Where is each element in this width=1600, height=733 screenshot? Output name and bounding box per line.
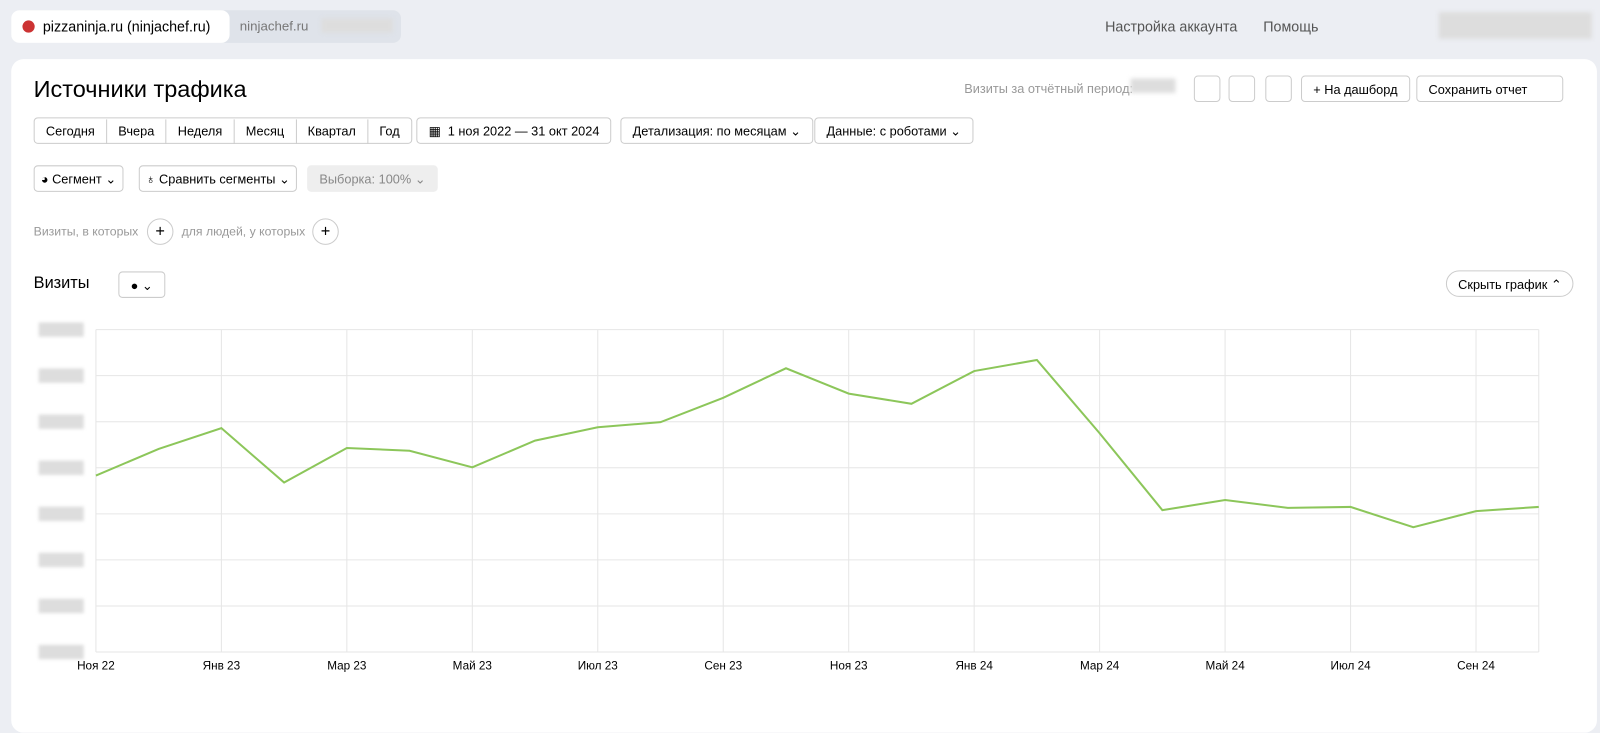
period-button[interactable]: Квартал [296, 119, 369, 144]
sample-button[interactable]: Выборка: 100% ⌄ [307, 165, 438, 192]
x-tick-label: Июл 24 [1331, 659, 1372, 672]
history-button[interactable] [1193, 75, 1221, 103]
chart-type-button[interactable]: ● ⌄ [118, 271, 166, 298]
save-label: Сохранить отчет [1428, 82, 1528, 97]
sample-label: Выборка: 100% [319, 172, 412, 187]
segment-button[interactable]: ◕ Сегмент ⌄ [33, 165, 124, 192]
filter-label: Визиты, в которых [33, 224, 139, 239]
period-button[interactable]: Вчера [107, 119, 167, 144]
chart: Ноя 22 Янв 23 Мар 23 Май 23 Июл 23 Сен 23 Ноя … [38, 322, 1540, 672]
blurred-tick-label [38, 368, 84, 383]
hide-chart-label: Скрыть график [1458, 277, 1548, 292]
page-title: Источники трафика [33, 75, 247, 103]
x-tick-label: Май 24 [1205, 659, 1245, 672]
blurred [1130, 78, 1176, 93]
page: pizzaninja.ru (ninjachef.ru) ninjachef.r… [11, 10, 1597, 733]
data-label: Данные: с роботами [826, 124, 947, 139]
site-name[interactable]: pizzaninja.ru (ninjachef.ru) [42, 18, 211, 35]
site-tab[interactable] [11, 10, 230, 43]
chart-title: Визиты [33, 274, 90, 292]
compare-label: Сравнить сегменты [159, 172, 276, 187]
x-tick-label: Мар 23 [327, 659, 366, 672]
blurred-tick-label [38, 598, 84, 614]
share-button[interactable] [1265, 75, 1292, 103]
data-button[interactable]: Данные: с роботами ⌄ [814, 117, 974, 144]
hide-chart-button[interactable]: Скрыть график ⌃ [1445, 270, 1574, 297]
period-button[interactable]: Месяц [235, 119, 297, 144]
blurred-tick-label [38, 644, 84, 660]
blurred-tick-label [38, 322, 84, 337]
screen: pizzaninja.ru (ninjachef.ru) ninjachef.r… [11, 10, 1597, 733]
export-button[interactable] [1228, 75, 1256, 103]
x-tick-label: Сен 23 [704, 659, 742, 672]
blurred-tick-label [38, 460, 84, 475]
visits-label: Визиты за отчётный период: [964, 81, 1134, 96]
account-link[interactable]: Настройка аккаунта [1105, 18, 1238, 35]
line [95, 358, 1539, 529]
x-tick-label: Сен 24 [1457, 659, 1495, 672]
date-button[interactable]: ▦ 1 ноя 2022 — 31 окт 2024 [416, 117, 612, 144]
detail-button[interactable]: Детализация: по месяцам ⌄ [620, 117, 814, 144]
compare-button[interactable]: ♁ Сравнить сегменты ⌄ [138, 165, 297, 192]
period-group: Сегодня Вчера Неделя Месяц Квартал Год [33, 117, 412, 144]
add-filter[interactable]: + [312, 218, 339, 245]
period-button[interactable]: Год [379, 124, 400, 139]
x-tick-label: Ноя 23 [830, 659, 868, 672]
segment-label: Сегмент [52, 172, 102, 187]
x-tick-label: Июл 23 [578, 659, 618, 672]
blurred-tick-label [38, 506, 84, 521]
filter-label-2: для людей, у которых [181, 224, 306, 239]
dashboard-button[interactable]: + На дашборд [1301, 75, 1410, 103]
blurred [321, 18, 393, 33]
period-button[interactable]: Неделя [167, 119, 235, 144]
x-tick-label: Янв 23 [203, 659, 240, 672]
blurred-tick-label [38, 414, 84, 429]
x-tick-label: Ноя 22 [77, 659, 115, 672]
detail-label: Детализация: по месяцам [632, 124, 787, 139]
date-range: 1 ноя 2022 — 31 окт 2024 [447, 124, 600, 139]
x-tick-label: Янв 24 [955, 659, 993, 672]
dashboard-label: На дашборд [1324, 82, 1398, 97]
period-button[interactable]: Сегодня [35, 119, 108, 144]
site-icon [22, 20, 35, 33]
help-link[interactable]: Помощь [1263, 18, 1319, 35]
x-tick-label: Мар 24 [1080, 659, 1120, 672]
x-tick-label: Май 23 [453, 659, 492, 672]
save-button[interactable]: Сохранить отчет [1416, 75, 1564, 103]
blurred-user [1438, 12, 1592, 39]
add-filter[interactable]: + [146, 218, 174, 245]
blurred-tick-label [38, 552, 84, 568]
site-name-2[interactable]: ninjachef.ru [239, 18, 309, 34]
